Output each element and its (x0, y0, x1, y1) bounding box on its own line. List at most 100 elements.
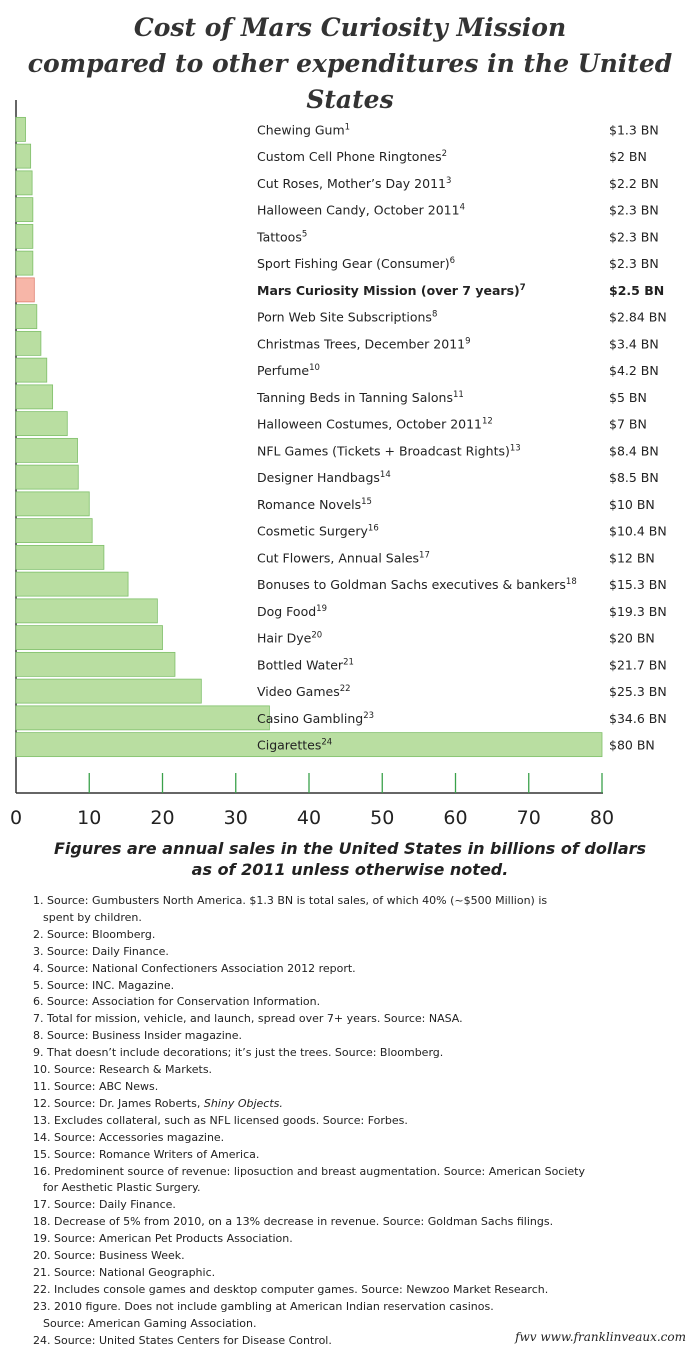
bar (15, 357, 48, 383)
footnote-text: 23. 2010 figure. Does not include gambli… (33, 1299, 494, 1313)
footnote: 14. Source: Accessories magazine. (33, 1130, 673, 1147)
bar-label: Cigarettes24 (257, 738, 332, 753)
bar (15, 491, 90, 517)
x-tick-label: 0 (10, 807, 22, 829)
bar (15, 732, 603, 758)
footnote-text: 24. Source: United States Centers for Di… (33, 1333, 332, 1347)
footnote-text: 6. Source: Association for Conservation … (33, 995, 321, 1009)
footnote: 2. Source: Bloomberg. (33, 927, 673, 944)
bar (15, 464, 79, 490)
footnote-text: 20. Source: Business Week. (33, 1249, 185, 1263)
bar-label: Custom Cell Phone Ringtones2 (257, 149, 447, 164)
bar (15, 411, 68, 437)
bar-label: NFL Games (Tickets + Broadcast Rights)13 (257, 443, 521, 458)
bar-value-label: $20 BN (609, 631, 655, 646)
bar-value-label: $3.4 BN (609, 336, 659, 351)
chart-title: Cost of Mars Curiosity Mission compared … (0, 10, 700, 118)
footnote-text: 12. Source: Dr. James Roberts, (33, 1096, 204, 1110)
bar-label: Bottled Water21 (257, 657, 354, 672)
x-tick-label: 80 (590, 807, 614, 829)
x-tick-label: 60 (443, 807, 467, 829)
bar-chart: Chewing Gum1 $1.3 BN Custom Cell Phone Rin… (10, 100, 667, 829)
footnote-text: 15. Source: Romance Writers of America. (33, 1147, 260, 1161)
bar (15, 250, 34, 276)
footnote-text: 9. That doesn’t include decorations; it’… (33, 1046, 444, 1060)
bar-value-label: $2 BN (609, 149, 647, 164)
bar-value-label: $25.3 BN (609, 684, 667, 699)
chart-subtitle: Figures are annual sales in the United S… (0, 838, 700, 880)
footnote: 15. Source: Romance Writers of America. (33, 1147, 673, 1164)
bar-value-label: $4.2 BN (609, 363, 659, 378)
bar-label: Designer Handbags14 (257, 470, 391, 485)
x-tick-label: 50 (370, 807, 394, 829)
bar-value-label: $19.3 BN (609, 604, 667, 619)
x-tick-label: 10 (77, 807, 101, 829)
footnote-text: 4. Source: National Confectioners Associ… (33, 961, 356, 975)
footnote: 13. Excludes collateral, such as NFL lic… (33, 1113, 673, 1130)
bar-label: Porn Web Site Subscriptions8 (257, 310, 437, 325)
footnote: 8. Source: Business Insider magazine. (33, 1028, 673, 1045)
bar (15, 143, 32, 169)
bar (15, 518, 93, 544)
bar-label: Perfume10 (257, 363, 320, 378)
bar-value-label: $15.3 BN (609, 577, 667, 592)
footnote: 11. Source: ABC News. (33, 1079, 673, 1096)
footnote-text: 3. Source: Daily Finance. (33, 944, 169, 958)
bar (15, 705, 270, 731)
footnote-text: 19. Source: American Pet Products Associ… (33, 1232, 293, 1246)
bar-label: Halloween Candy, October 20114 (257, 203, 465, 218)
footnote: 18. Decrease of 5% from 2010, on a 13% d… (33, 1214, 673, 1231)
footnote-text: 10. Source: Research & Markets. (33, 1063, 213, 1077)
bar (15, 678, 202, 704)
bar-label: Video Games22 (257, 684, 351, 699)
bar (15, 170, 33, 196)
bar (15, 197, 34, 223)
bar-value-label: $8.4 BN (609, 443, 659, 458)
footnote: 17. Source: Daily Finance. (33, 1197, 673, 1214)
footnote-text: 22. Includes console games and desktop c… (33, 1282, 549, 1296)
footnote-text: 1. Source: Gumbusters North America. $1.… (33, 894, 548, 907)
footnote-text: 17. Source: Daily Finance. (33, 1198, 176, 1212)
bar-label: Cut Flowers, Annual Sales17 (257, 550, 430, 565)
footnotes-list: 1. Source: Gumbusters North America. $1.… (33, 893, 673, 1349)
footnote: 24. Source: United States Centers for Di… (33, 1333, 673, 1350)
subtitle-line-2: as of 2011 unless otherwise noted. (191, 860, 509, 879)
bar (15, 304, 38, 330)
bar (15, 437, 78, 463)
bar-value-label: $7 BN (609, 417, 647, 432)
footnote-text: 13. Excludes collateral, such as NFL lic… (33, 1113, 408, 1127)
credit: fwv www.franklinveaux.com (515, 1330, 686, 1344)
footnote-text: 16. Predominent source of revenue: lipos… (33, 1164, 585, 1178)
bar-value-label: $10 BN (609, 497, 655, 512)
footnote-text: 5. Source: INC. Magazine. (33, 978, 175, 992)
x-tick-label: 70 (517, 807, 541, 829)
bar-label: Hair Dye20 (257, 631, 322, 646)
footnote: 19. Source: American Pet Products Associ… (33, 1231, 673, 1248)
bar-label: Dog Food19 (257, 604, 327, 619)
bar-value-label: $34.6 BN (609, 711, 667, 726)
footnote: 22. Includes console games and desktop c… (33, 1282, 673, 1299)
footnote: 10. Source: Research & Markets. (33, 1062, 673, 1079)
bar-value-label: $2.2 BN (609, 176, 659, 191)
bar-value-label: $2.3 BN (609, 203, 659, 218)
bar-label: Mars Curiosity Mission (over 7 years)7 (257, 283, 526, 298)
bar (15, 598, 158, 624)
bar-label: Sport Fishing Gear (Consumer)6 (257, 256, 455, 271)
footnote-text: 7. Total for mission, vehicle, and launc… (33, 1012, 463, 1026)
bar-label: Cosmetic Surgery16 (257, 524, 379, 539)
footnote-text: 14. Source: Accessories magazine. (33, 1130, 225, 1144)
bar-value-label: $80 BN (609, 738, 655, 753)
footnote: 23. 2010 figure. Does not include gambli… (33, 1299, 673, 1333)
x-tick-label: 20 (150, 807, 174, 829)
bar (15, 651, 176, 677)
footnote: 3. Source: Daily Finance. (33, 944, 673, 961)
footnote: 1. Source: Gumbusters North America. $1.… (33, 893, 673, 927)
bar-label: Romance Novels15 (257, 497, 372, 512)
bar-value-label: $12 BN (609, 550, 655, 565)
bar-value-label: $21.7 BN (609, 657, 667, 672)
bar-value-label: $5 BN (609, 390, 647, 405)
bar-label: Casino Gambling23 (257, 711, 374, 726)
bar (15, 625, 163, 651)
footnote-italic: Shiny Objects. (203, 1096, 283, 1110)
x-tick-label: 40 (297, 807, 321, 829)
